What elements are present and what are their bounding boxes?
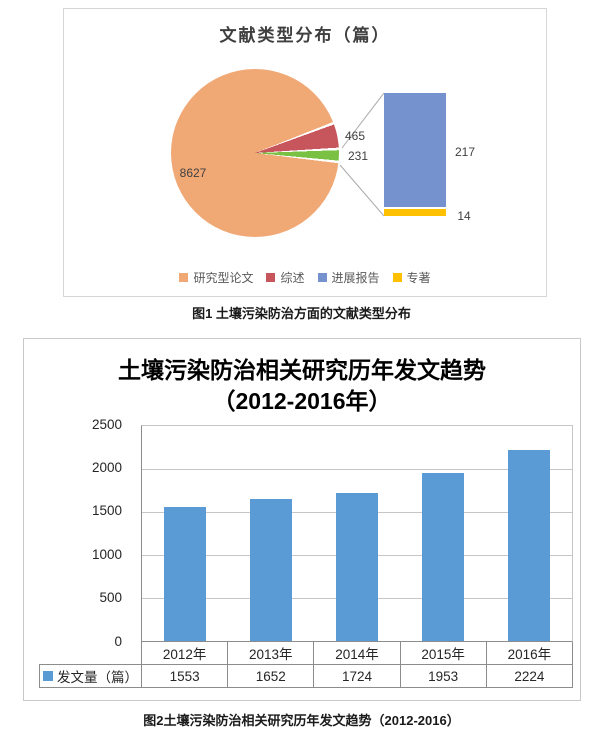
- bar-column: [486, 426, 572, 641]
- legend-swatch-blue: [317, 273, 327, 282]
- value-cell: 2224: [485, 664, 574, 688]
- figure1-caption: 图1 土壤污染防治方面的文献类型分布: [192, 306, 411, 321]
- breakout-segment-monograph: [384, 208, 446, 216]
- legend-item-review: 综述: [266, 269, 305, 286]
- plot-area: [141, 425, 573, 642]
- slice-label-breakout-total: 231: [347, 149, 369, 163]
- bar-column: [228, 426, 314, 641]
- year-cell: 2012年: [140, 642, 229, 665]
- y-tick-2500: 2500: [91, 417, 122, 432]
- pie: [171, 69, 339, 237]
- bars-row: [142, 426, 572, 641]
- pie-legend: 研究型论文 综述 进展报告 专著: [64, 269, 546, 286]
- y-axis: 2500 2000 1500 1000 500 0: [24, 417, 131, 649]
- series-legend-cell: 发文量（篇）: [39, 664, 142, 688]
- y-tick-1000: 1000: [91, 547, 122, 562]
- legend-swatch-red: [266, 273, 276, 282]
- year-cell: 2014年: [313, 642, 401, 665]
- legend-item-progress-report: 进展报告: [317, 269, 380, 286]
- series-legend-label: 发文量（篇）: [57, 670, 138, 685]
- gridline-2000: [142, 469, 572, 470]
- bar-column: [142, 426, 228, 641]
- year-cell: 2016年: [485, 642, 574, 665]
- y-tick-1500: 1500: [91, 503, 122, 518]
- bar-label-progress-report: 217: [454, 145, 476, 159]
- bar-2015: [422, 473, 464, 641]
- slice-label-review: 465: [344, 129, 366, 143]
- value-cell: 1724: [313, 664, 401, 688]
- slice-label-research-papers: 8627: [179, 166, 207, 180]
- bar-label-monograph: 14: [457, 209, 471, 223]
- year-cell: 2015年: [399, 642, 487, 665]
- y-tick-2000: 2000: [91, 460, 122, 475]
- value-cell: 1553: [140, 664, 229, 688]
- series-legend-swatch: [43, 671, 53, 681]
- pie-chart-panel: 文献类型分布（篇） 8627 465 231 217 14 研究型论文 综述: [63, 8, 547, 297]
- value-cell: 1953: [399, 664, 487, 688]
- y-tick-0: 0: [114, 634, 122, 649]
- category-row: 2012年 2013年 2014年 2015年 2016年: [40, 642, 574, 665]
- bar-2013: [250, 498, 292, 641]
- bar-column: [400, 426, 486, 641]
- value-row: 发文量（篇） 1553 1652 1724 1953 2224: [39, 664, 574, 688]
- bar-chart-panel: 土壤污染防治相关研究历年发文趋势 （2012-2016年） 2500 2000 …: [23, 338, 581, 701]
- pie-chart-title: 文献类型分布（篇）: [219, 26, 391, 45]
- bar-chart-title-line2: （2012-2016年）: [212, 388, 392, 414]
- legend-swatch-orange: [179, 273, 189, 282]
- breakout-bar: [384, 93, 446, 216]
- legend-item-research-papers: 研究型论文: [179, 269, 253, 286]
- value-cell: 1652: [227, 664, 315, 688]
- bar-chart-title-line1: 土壤污染防治相关研究历年发文趋势: [118, 357, 486, 383]
- bar-2012: [164, 507, 206, 641]
- bar-column: [314, 426, 400, 641]
- y-tick-500: 500: [99, 590, 122, 605]
- data-table: 2012年 2013年 2014年 2015年 2016年 发文量（篇） 155…: [39, 642, 574, 688]
- legend-item-monograph: 专著: [392, 269, 431, 286]
- year-cell: 2013年: [227, 642, 315, 665]
- breakout-segment-progress-report: [384, 93, 446, 207]
- table-corner-cell: [40, 642, 142, 665]
- legend-swatch-yellow: [392, 273, 402, 282]
- breakout-connector-lines: [339, 92, 385, 217]
- figure2-caption: 图2土壤污染防治相关研究历年发文趋势（2012-2016）: [143, 713, 460, 728]
- bar-2014: [336, 492, 378, 641]
- bar-2016: [508, 449, 550, 641]
